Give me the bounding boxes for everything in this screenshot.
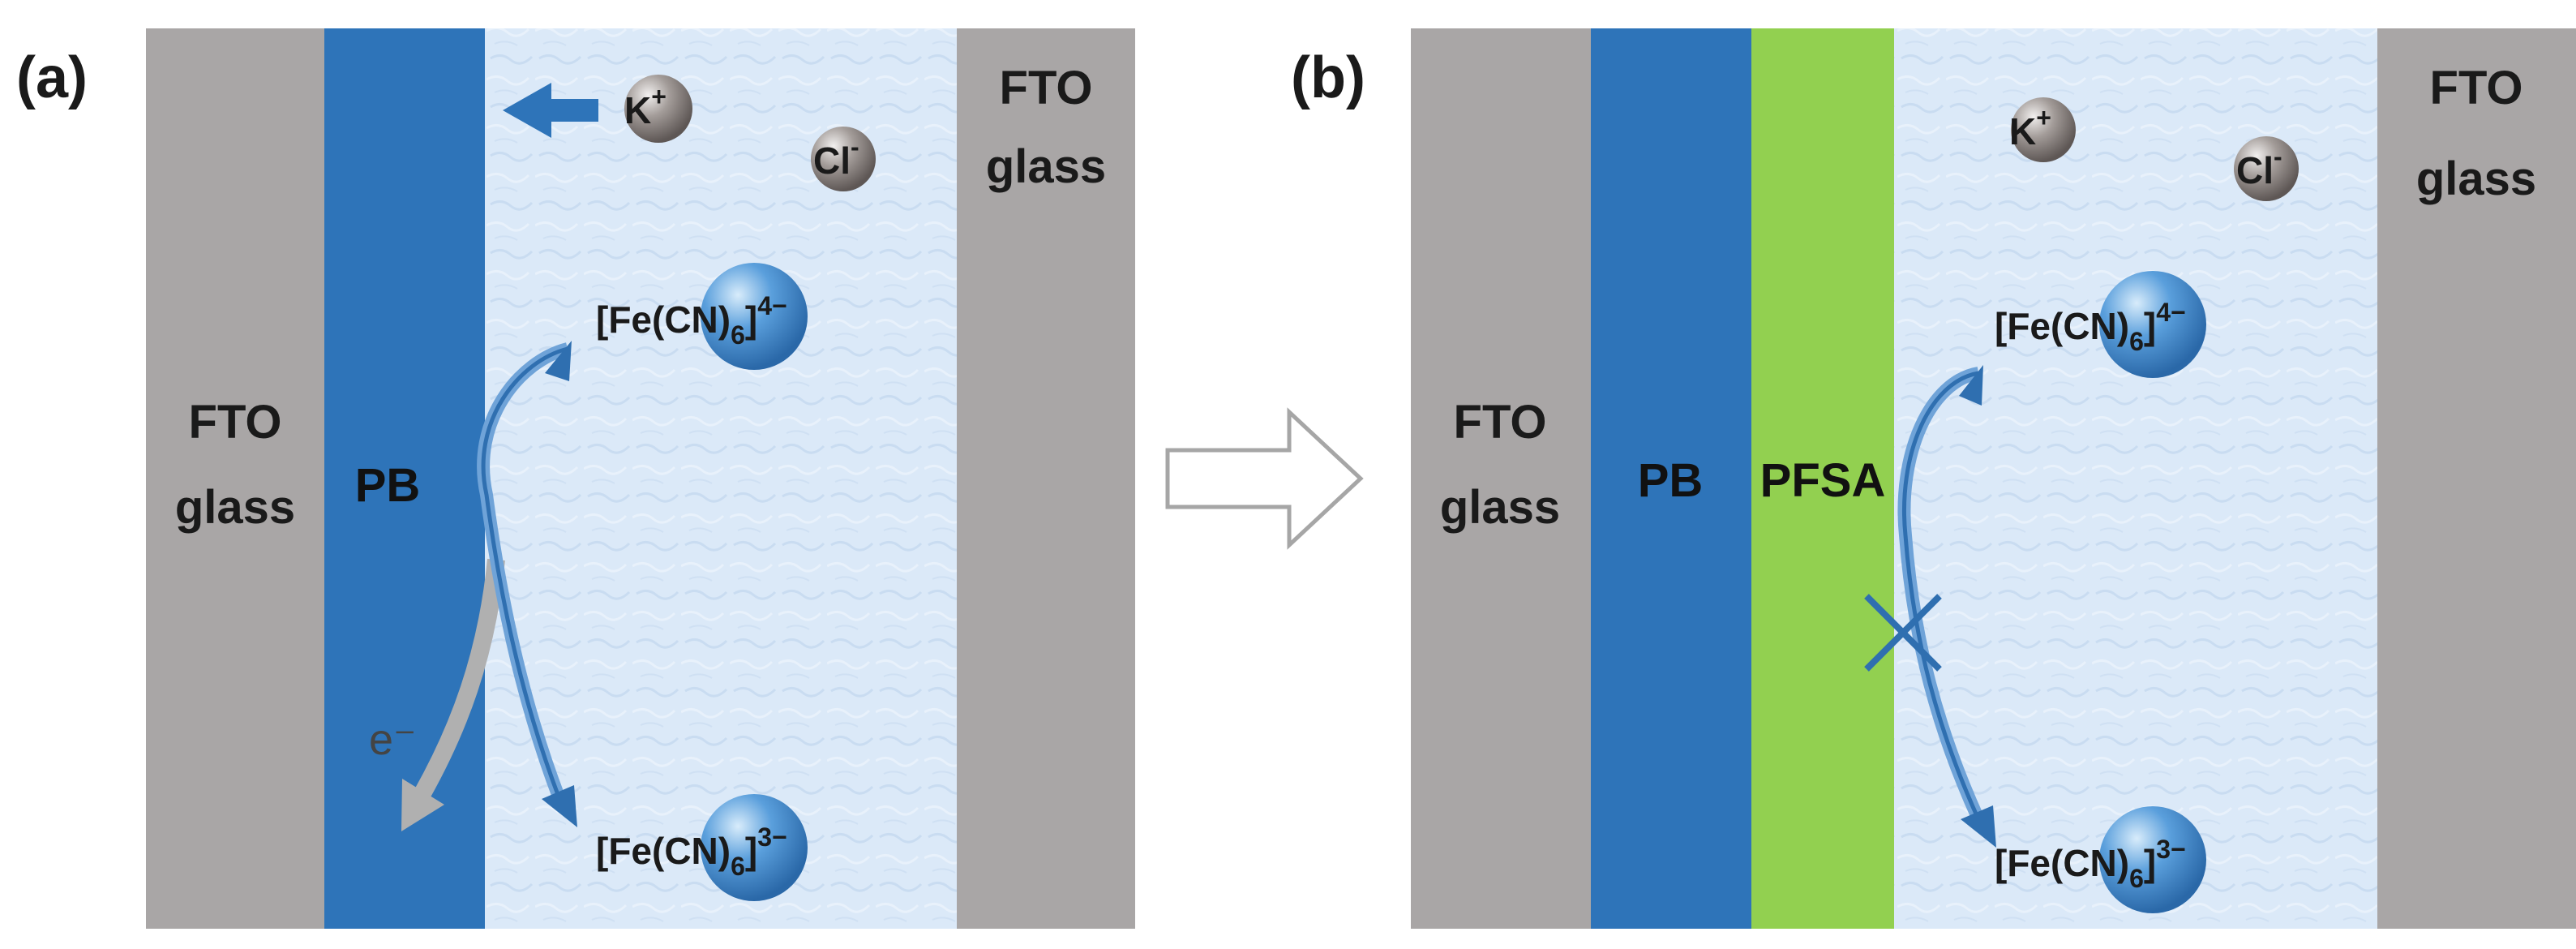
panel-a-electron-arrowhead bbox=[401, 779, 444, 831]
panel-b-pb-layer bbox=[1591, 28, 1751, 929]
transition-arrow bbox=[1165, 407, 1364, 550]
panel-a-electrolyte bbox=[485, 28, 957, 929]
panel-b-fto-left-line2: glass bbox=[1440, 481, 1560, 534]
panel-a-k-arrow bbox=[503, 83, 598, 138]
panel-b-pfsa-label: PFSA bbox=[1760, 454, 1886, 507]
panel-b-fto-right-line1: FTO bbox=[2430, 62, 2523, 114]
panel-a-fto-right-layer bbox=[957, 28, 1135, 929]
panel-a: (a) FTO glass PB FTO glass K+ Cl- [Fe(CN… bbox=[16, 28, 1135, 929]
panel-a-k-label: K+ bbox=[624, 82, 667, 131]
panel-b-complex-top-sphere bbox=[2099, 271, 2206, 378]
panel-a-cl-sphere bbox=[811, 127, 876, 191]
panel-b-cl-sphere bbox=[2234, 136, 2299, 201]
panel-b-block-cross bbox=[1864, 594, 1942, 672]
panel-b-fto-left-layer bbox=[1411, 28, 1591, 929]
panel-b-label: (b) bbox=[1291, 45, 1365, 110]
panel-a-pb-label: PB bbox=[355, 459, 421, 512]
panel-b-pb-label: PB bbox=[1638, 454, 1704, 507]
panel-a-k-sphere bbox=[624, 75, 692, 143]
panel-b-complex-bottom-label: [Fe(CN)6]3− bbox=[1995, 835, 2186, 893]
panel-a-complex-bottom-sphere bbox=[701, 794, 808, 901]
panel-a-fto-left-line2: glass bbox=[175, 481, 295, 534]
panel-b-complex-top-label: [Fe(CN)6]4− bbox=[1995, 298, 2186, 356]
panel-a-electron-label: e⁻ bbox=[369, 715, 417, 764]
panel-b-reaction-arrow-tail bbox=[1959, 365, 1983, 406]
panel-a-reaction-arrowhead bbox=[542, 785, 577, 827]
panel-b-cl-label: Cl- bbox=[2236, 142, 2282, 191]
panel-a-electron-arrow bbox=[414, 558, 505, 800]
panel-a-fto-right-line2: glass bbox=[986, 140, 1106, 193]
panel-a-pb-layer bbox=[324, 28, 485, 929]
panel-b: (b) FTO glass PB PFSA FTO glass K+ Cl- [… bbox=[1291, 28, 2576, 929]
panel-b-reaction-arrowhead bbox=[1961, 805, 1996, 848]
panel-a-label: (a) bbox=[16, 45, 88, 110]
panel-b-fto-right-layer bbox=[2377, 28, 2576, 929]
panel-a-complex-bottom-label: [Fe(CN)6]3− bbox=[596, 822, 787, 881]
panel-b-fto-right-line2: glass bbox=[2416, 152, 2536, 205]
panel-a-reaction-arrow-tail bbox=[545, 341, 572, 381]
panel-a-complex-top-sphere bbox=[701, 263, 808, 370]
panel-a-complex-top-label: [Fe(CN)6]4− bbox=[596, 291, 787, 350]
panel-b-k-sphere bbox=[2011, 97, 2076, 162]
panel-a-fto-left-line1: FTO bbox=[189, 396, 282, 449]
panel-a-fto-left-layer bbox=[146, 28, 324, 929]
panel-b-pfsa-layer bbox=[1751, 28, 1894, 929]
panel-b-complex-bottom-sphere bbox=[2099, 806, 2206, 913]
panel-a-cl-label: Cl- bbox=[813, 132, 859, 182]
panel-b-k-label: K+ bbox=[2009, 103, 2051, 152]
panel-b-fto-left-line1: FTO bbox=[1454, 396, 1547, 449]
panel-a-fto-right-line1: FTO bbox=[1000, 62, 1093, 114]
